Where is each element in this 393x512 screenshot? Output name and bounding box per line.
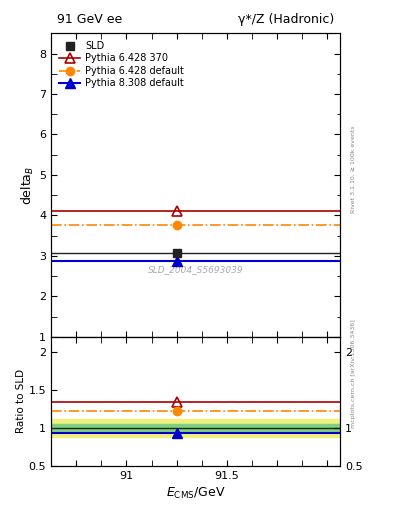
- Y-axis label: Ratio to SLD: Ratio to SLD: [16, 369, 26, 434]
- Legend: SLD, Pythia 6.428 370, Pythia 6.428 default, Pythia 8.308 default: SLD, Pythia 6.428 370, Pythia 6.428 defa…: [56, 38, 187, 91]
- Text: Rivet 3.1.10, ≥ 100k events: Rivet 3.1.10, ≥ 100k events: [351, 125, 356, 213]
- Text: SLD_2004_S5693039: SLD_2004_S5693039: [148, 266, 243, 274]
- Y-axis label: delta$_B$: delta$_B$: [20, 165, 36, 205]
- Text: γ*/Z (Hadronic): γ*/Z (Hadronic): [238, 13, 334, 26]
- X-axis label: $E_\mathrm{CMS}$/GeV: $E_\mathrm{CMS}$/GeV: [166, 486, 225, 501]
- Bar: [51, 424, 340, 432]
- Text: 91 GeV ee: 91 GeV ee: [57, 13, 122, 26]
- Text: mcplots.cern.ch [arXiv:1306.3436]: mcplots.cern.ch [arXiv:1306.3436]: [351, 319, 356, 428]
- Bar: [51, 419, 340, 437]
